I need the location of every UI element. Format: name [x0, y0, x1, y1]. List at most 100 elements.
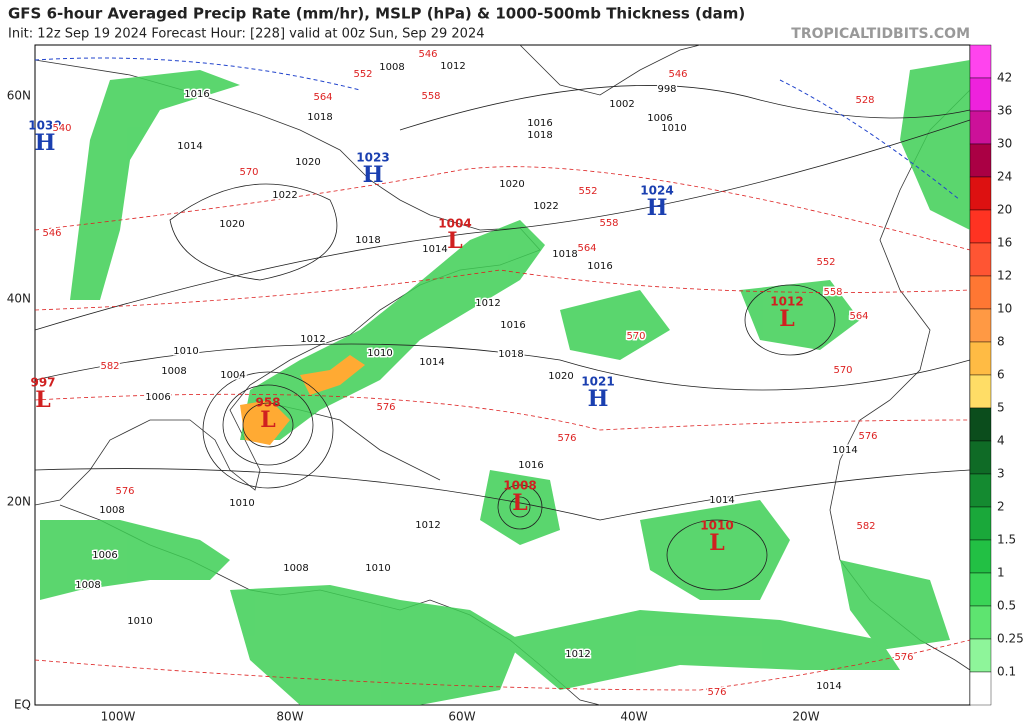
- colorbar-segment: [969, 77, 992, 112]
- thickness-label: 576: [376, 402, 395, 413]
- colorbar-segment: [969, 374, 992, 409]
- colorbar-segment: [969, 539, 992, 574]
- center-symbol: L: [35, 387, 50, 413]
- thickness-label: 582: [856, 521, 875, 532]
- thickness-label: 528: [855, 95, 874, 106]
- thickness-label: 558: [421, 91, 440, 102]
- thickness-label: 576: [115, 486, 134, 497]
- isobar-label: 1010: [229, 498, 254, 509]
- isobar-label: 1012: [300, 334, 325, 345]
- isobar-label: 1010: [173, 346, 198, 357]
- colorbar-label: 5: [997, 401, 1005, 415]
- isobar-label: 1020: [548, 371, 573, 382]
- thickness-label: 552: [353, 69, 372, 80]
- isobar-label: 1012: [565, 649, 590, 660]
- colorbar-segment: [969, 506, 992, 541]
- colorbar-segment: [969, 308, 992, 343]
- colorbar-segment: [969, 44, 992, 79]
- isobar-label: 1014: [832, 445, 857, 456]
- isobar-label: 1006: [145, 392, 170, 403]
- isobar-label: 1008: [379, 62, 404, 73]
- center-value: 958: [255, 396, 280, 410]
- colorbar-label: 42: [997, 71, 1012, 85]
- lon-label: 100W: [101, 710, 136, 724]
- isobar-label: 1010: [365, 563, 390, 574]
- colorbar-segment: [969, 110, 992, 145]
- thickness-label: 576: [557, 433, 576, 444]
- thickness-label: 576: [858, 431, 877, 442]
- colorbar-label: 1.5: [997, 533, 1016, 547]
- isobar-label: 998: [657, 84, 676, 95]
- colorbar-segment: [969, 176, 992, 211]
- isobar-label: 1022: [272, 190, 297, 201]
- colorbar-label: 8: [997, 335, 1005, 349]
- colorbar-label: 0.25: [997, 632, 1024, 646]
- lat-label: 60N: [7, 89, 31, 103]
- colorbar-label: 2: [997, 500, 1005, 514]
- lon-label: 40W: [620, 710, 647, 724]
- heavy-precip: [240, 355, 365, 445]
- isobar-label: 1008: [161, 366, 186, 377]
- isobar-label: 1012: [415, 520, 440, 531]
- isobar-label: 1014: [816, 681, 841, 692]
- center-value: 1030: [28, 119, 61, 133]
- colorbar-segment: [969, 440, 992, 475]
- center-value: 1024: [640, 184, 673, 198]
- center-symbol: L: [779, 306, 794, 332]
- isobar-label: 1016: [518, 460, 543, 471]
- isobar-label: 1010: [661, 123, 686, 134]
- thickness-label: 570: [239, 167, 258, 178]
- thickness-label: 564: [577, 243, 596, 254]
- isobar-label: 1014: [419, 357, 444, 368]
- isobar-label: 1008: [283, 563, 308, 574]
- lon-label: 80W: [276, 710, 303, 724]
- isobars: [34, 85, 971, 591]
- lat-label: EQ: [14, 698, 31, 712]
- isobar-label: 1002: [609, 99, 634, 110]
- center-symbol: H: [647, 195, 668, 221]
- colorbar-label: 20: [997, 203, 1012, 217]
- colorbar-segment: [969, 143, 992, 178]
- isobar-label: 1018: [307, 112, 332, 123]
- lon-label: 20W: [792, 710, 819, 724]
- center-value: 1012: [770, 295, 803, 309]
- thickness-label: 552: [578, 186, 597, 197]
- cold-thickness-lines: [34, 57, 961, 201]
- isobar-label: 1008: [99, 505, 124, 516]
- colorbar-label: 24: [997, 170, 1012, 184]
- center-value: 1008: [503, 479, 536, 493]
- center-symbol: L: [512, 490, 527, 516]
- center-symbol: H: [35, 130, 56, 156]
- colorbar-label: 0.5: [997, 599, 1016, 613]
- colorbar-label: 36: [997, 104, 1012, 118]
- isobar-label: 1010: [127, 616, 152, 627]
- thickness-lines: [34, 166, 971, 691]
- thickness-label: 576: [894, 652, 913, 663]
- isobar-label: 1010: [367, 348, 392, 359]
- lat-label: 20N: [7, 495, 31, 509]
- colorbar-segment: [969, 572, 992, 607]
- thickness-label: 582: [100, 361, 119, 372]
- thickness-label: 558: [823, 287, 842, 298]
- center-symbol: L: [709, 530, 724, 556]
- thickness-label: 546: [668, 69, 687, 80]
- thickness-label: 558: [599, 218, 618, 229]
- colorbar-label: 6: [997, 368, 1005, 382]
- isobar-label: 1018: [527, 130, 552, 141]
- thickness-label: 546: [42, 228, 61, 239]
- center-symbol: H: [588, 386, 609, 412]
- title: GFS 6-hour Averaged Precip Rate (mm/hr),…: [8, 5, 745, 23]
- isobar-label: 1014: [709, 495, 734, 506]
- center-value: 997: [30, 376, 55, 390]
- colorbar-label: 0.1: [997, 665, 1016, 679]
- colorbar-segment: [969, 242, 992, 277]
- colorbar-label: 12: [997, 269, 1012, 283]
- colorbar-label: 30: [997, 137, 1012, 151]
- colorbar-label: 4: [997, 434, 1005, 448]
- isobar-label: 1014: [177, 141, 202, 152]
- thickness-label: 570: [626, 331, 645, 342]
- isobar-label: 1012: [440, 61, 465, 72]
- colorbar-label: 1: [997, 566, 1005, 580]
- lon-label: 60W: [448, 710, 475, 724]
